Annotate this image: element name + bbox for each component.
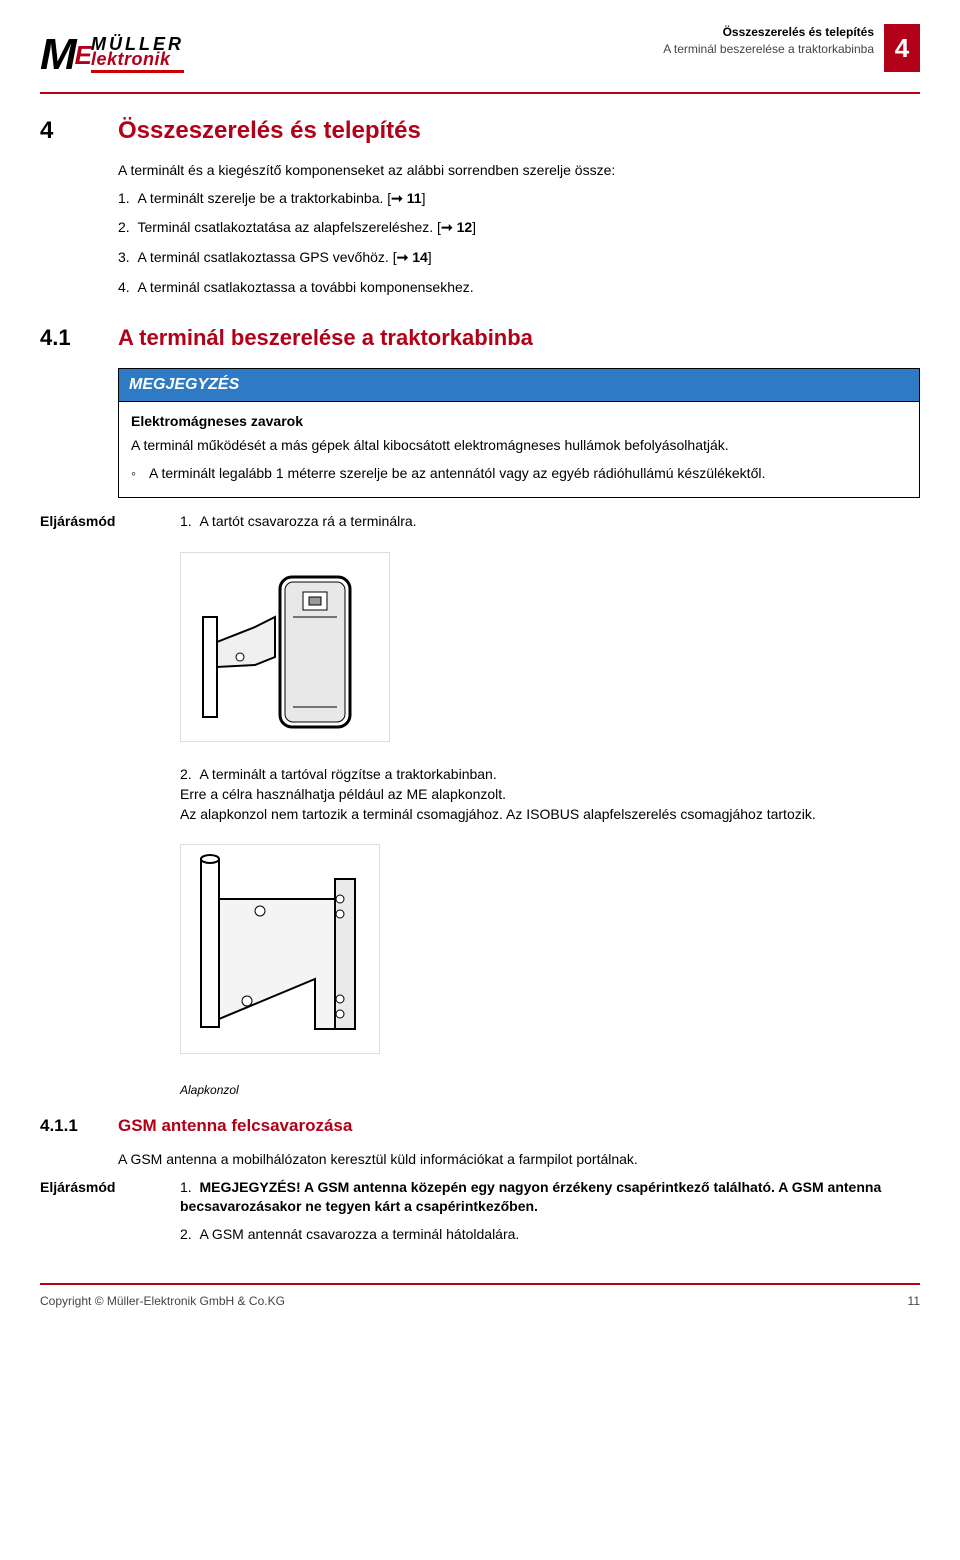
step-2: 2. A GSM antennát csavarozza a terminál … [180,1225,920,1245]
procedure-label: Eljárásmód [40,1178,160,1253]
section-number: 4.1.1 [40,1114,98,1177]
section-number: 4.1 [40,323,98,512]
page-footer: Copyright © Müller-Elektronik GmbH & Co.… [40,1283,920,1310]
figure-caption: Alapkonzol [180,1082,920,1099]
notice-text: A terminál működését a más gépek által k… [131,436,907,456]
list-item: 4. A terminál csatlakoztassa a további k… [118,278,920,298]
brand-logo: M E MÜLLER lektronik [40,24,184,86]
section-title: GSM antenna felcsavarozása [118,1114,920,1138]
section-4-1-1: 4.1.1 GSM antenna felcsavarozása A GSM a… [40,1114,920,1177]
figure-base-console [180,844,380,1054]
page-header: M E MÜLLER lektronik Összeszerelés és te… [40,24,920,94]
step-1: 1. MEGJEGYZÉS! A GSM antenna közepén egy… [180,1178,920,1217]
section-4: 4 Összeszerelés és telepítés A terminált… [40,114,920,308]
procedure-4-1-1: Eljárásmód 1. MEGJEGYZÉS! A GSM antenna … [40,1178,920,1253]
footer-page-number: 11 [908,1293,920,1310]
notice-body: Elektromágneses zavarok A terminál működ… [118,401,920,498]
step-1: 1. A tartót csavarozza rá a terminálra. [180,512,920,532]
list-item: 1. A terminált szerelje be a traktorkabi… [118,189,920,209]
figure-terminal-mount [180,552,390,742]
chapter-number-badge: 4 [884,24,920,72]
notice-title: Elektromágneses zavarok [131,412,907,432]
logo-text-bottom: lektronik [91,52,184,72]
header-title-1: Összeszerelés és telepítés [663,24,874,41]
list-item: 2. Terminál csatlakoztatása az alapfelsz… [118,218,920,238]
section-intro: A GSM antenna a mobilhálózaton keresztül… [118,1150,920,1170]
step-2: 2. A terminált a tartóval rögzítse a tra… [180,765,920,824]
section-intro: A terminált és a kiegészítő komponenseke… [118,161,920,181]
assembly-steps: 1. A terminált szerelje be a traktorkabi… [118,189,920,297]
notice-header: MEGJEGYZÉS [118,368,920,401]
footer-copyright: Copyright © Müller-Elektronik GmbH & Co.… [40,1293,285,1310]
logo-e: E [75,37,91,73]
procedure-4-1: Eljárásmód 1. A tartót csavarozza rá a t… [40,512,920,1098]
section-number: 4 [40,114,98,308]
list-item: 3. A terminál csatlakoztassa GPS vevőhöz… [118,248,920,268]
procedure-label: Eljárásmód [40,512,160,1098]
header-right: Összeszerelés és telepítés A terminál be… [663,24,920,72]
logo-m: M [40,24,75,86]
section-4-1: 4.1 A terminál beszerelése a traktorkabi… [40,323,920,512]
notice-box: MEGJEGYZÉS Elektromágneses zavarok A ter… [118,368,920,498]
section-title: A terminál beszerelése a traktorkabinba [118,323,920,354]
section-title: Összeszerelés és telepítés [118,114,920,148]
header-title-2: A terminál beszerelése a traktorkabinba [663,41,874,58]
notice-bullet: A terminált legalább 1 méterre szerelje … [149,464,907,484]
